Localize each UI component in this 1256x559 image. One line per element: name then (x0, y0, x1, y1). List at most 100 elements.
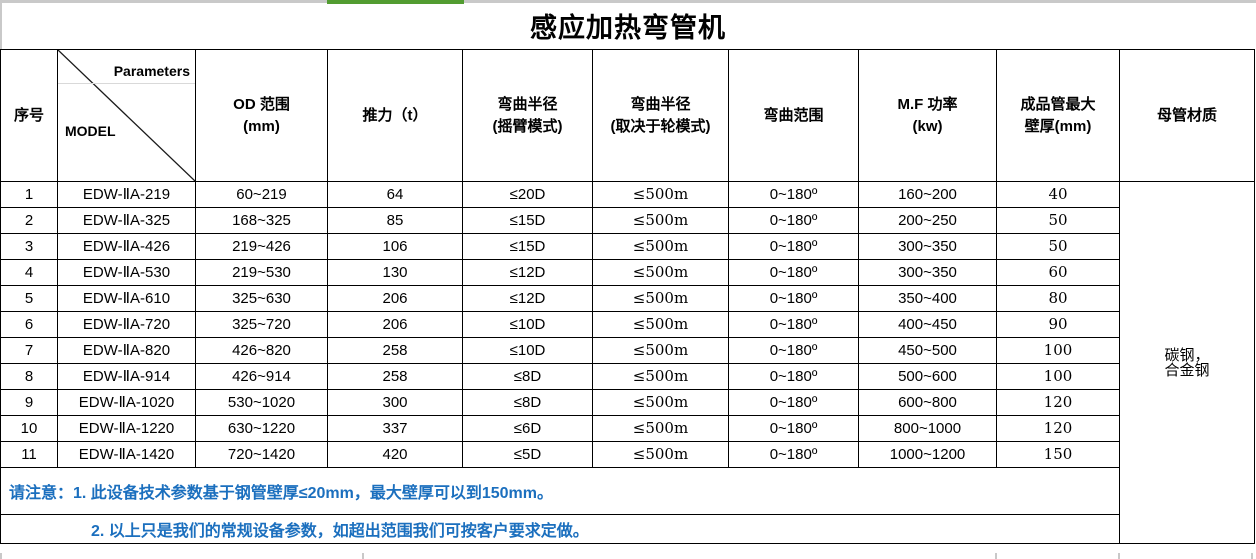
cell-radius-wheel: ≤500m (592, 285, 729, 312)
cell-model: EDW-ⅡA-530 (57, 259, 196, 286)
header-model-label: MODEL (65, 122, 116, 139)
header-thrust: 推力（t） (327, 49, 463, 182)
table-row: 9 EDW-ⅡA-1020 530~1020 300 ≤8D ≤500m 0~1… (0, 389, 1255, 416)
cell-wall: 120 (996, 389, 1120, 416)
cell-no: 8 (0, 363, 58, 390)
cell-wall: 50 (996, 207, 1120, 234)
cell-radius-wheel: ≤500m (592, 441, 729, 468)
cell-radius-wheel: ≤500m (592, 207, 729, 234)
cell-no: 1 (0, 181, 58, 208)
cell-power: 300~350 (858, 259, 997, 286)
bottom-gridline-tick (1251, 553, 1253, 559)
note-1: 请注意：1. 此设备技术参数基于钢管壁厚≤20mm，最大壁厚可以到150mm。 (0, 467, 1120, 515)
header-material: 母管材质 (1119, 49, 1255, 182)
cell-thrust: 206 (327, 285, 463, 312)
cell-no: 4 (0, 259, 58, 286)
cell-radius-arm: ≤15D (462, 233, 593, 260)
bottom-gridline-tick (1118, 553, 1120, 559)
cell-power: 450~500 (858, 337, 997, 364)
cell-power: 600~800 (858, 389, 997, 416)
cell-od: 325~720 (195, 311, 328, 338)
cell-radius-arm: ≤6D (462, 415, 593, 442)
cell-radius-arm: ≤10D (462, 311, 593, 338)
bottom-gridline-tick (362, 553, 364, 559)
cell-power: 800~1000 (858, 415, 997, 442)
cell-thrust: 64 (327, 181, 463, 208)
note-row-1: 请注意：1. 此设备技术参数基于钢管壁厚≤20mm，最大壁厚可以到150mm。 (0, 467, 1255, 515)
cell-model: EDW-ⅡA-820 (57, 337, 196, 364)
table-row: 5 EDW-ⅡA-610 325~630 206 ≤12D ≤500m 0~18… (0, 285, 1255, 312)
page-title: 感应加热弯管机 (530, 13, 726, 44)
table-row: 7 EDW-ⅡA-820 426~820 258 ≤10D ≤500m 0~18… (0, 337, 1255, 364)
cell-bend-range: 0~180º (728, 389, 859, 416)
cell-od: 530~1020 (195, 389, 328, 416)
cell-wall: 80 (996, 285, 1120, 312)
cell-model: EDW-ⅡA-325 (57, 207, 196, 234)
header-row: 序号 Parameters MODEL OD 范围 (mm) 推力（t） 弯曲半… (0, 49, 1255, 182)
header-parameters-label: Parameters (113, 63, 190, 79)
cell-thrust: 420 (327, 441, 463, 468)
cell-material: 碳钢， 合金钢 (1119, 181, 1255, 544)
cell-wall: 100 (996, 363, 1120, 390)
cell-bend-range: 0~180º (728, 363, 859, 390)
cell-od: 325~630 (195, 285, 328, 312)
cell-power: 1000~1200 (858, 441, 997, 468)
cell-radius-arm: ≤10D (462, 337, 593, 364)
cell-no: 6 (0, 311, 58, 338)
cell-thrust: 258 (327, 337, 463, 364)
header-od-range: OD 范围 (mm) (195, 49, 328, 182)
table-row: 8 EDW-ⅡA-914 426~914 258 ≤8D ≤500m 0~180… (0, 363, 1255, 390)
header-bend-range: 弯曲范围 (728, 49, 859, 182)
cell-radius-wheel: ≤500m (592, 363, 729, 390)
cell-bend-range: 0~180º (728, 311, 859, 338)
cell-wall: 150 (996, 441, 1120, 468)
table-row: 10 EDW-ⅡA-1220 630~1220 337 ≤6D ≤500m 0~… (0, 415, 1255, 442)
bottom-gridline-tick (995, 553, 997, 559)
cell-power: 300~350 (858, 233, 997, 260)
cell-radius-arm: ≤15D (462, 207, 593, 234)
cell-od: 219~530 (195, 259, 328, 286)
cell-bend-range: 0~180º (728, 337, 859, 364)
cell-model: EDW-ⅡA-914 (57, 363, 196, 390)
cell-bend-range: 0~180º (728, 207, 859, 234)
cell-od: 426~914 (195, 363, 328, 390)
table-row: 11 EDW-ⅡA-1420 720~1420 420 ≤5D ≤500m 0~… (0, 441, 1255, 468)
cell-thrust: 300 (327, 389, 463, 416)
cell-radius-wheel: ≤500m (592, 181, 729, 208)
left-gridline (0, 0, 2, 49)
table-row: 2 EDW-ⅡA-325 168~325 85 ≤15D ≤500m 0~180… (0, 207, 1255, 234)
cell-radius-arm: ≤20D (462, 181, 593, 208)
cell-wall: 40 (996, 181, 1120, 208)
cell-radius-wheel: ≤500m (592, 259, 729, 286)
cell-model: EDW-ⅡA-426 (57, 233, 196, 260)
faint-gridline (58, 83, 195, 84)
cell-no: 9 (0, 389, 58, 416)
cell-thrust: 106 (327, 233, 463, 260)
green-accent-bar (327, 0, 464, 4)
cell-wall: 120 (996, 415, 1120, 442)
cell-model: EDW-ⅡA-720 (57, 311, 196, 338)
cell-model: EDW-ⅡA-219 (57, 181, 196, 208)
header-radius-wheel: 弯曲半径 (取决于轮模式) (592, 49, 729, 182)
cell-od: 720~1420 (195, 441, 328, 468)
cell-od: 426~820 (195, 337, 328, 364)
cell-radius-arm: ≤12D (462, 285, 593, 312)
cell-bend-range: 0~180º (728, 415, 859, 442)
header-power: M.F 功率 (kw) (858, 49, 997, 182)
cell-no: 10 (0, 415, 58, 442)
header-radius-arm: 弯曲半径 (摇臂模式) (462, 49, 593, 182)
cell-radius-arm: ≤5D (462, 441, 593, 468)
cell-radius-arm: ≤8D (462, 389, 593, 416)
cell-bend-range: 0~180º (728, 259, 859, 286)
cell-thrust: 258 (327, 363, 463, 390)
cell-no: 11 (0, 441, 58, 468)
bottom-gridline-tick (0, 553, 2, 559)
cell-wall: 50 (996, 233, 1120, 260)
header-model-parameters: Parameters MODEL (57, 49, 196, 182)
cell-bend-range: 0~180º (728, 285, 859, 312)
cell-bend-range: 0~180º (728, 441, 859, 468)
cell-od: 630~1220 (195, 415, 328, 442)
cell-thrust: 337 (327, 415, 463, 442)
cell-od: 60~219 (195, 181, 328, 208)
header-wall: 成品管最大 壁厚(mm) (996, 49, 1120, 182)
